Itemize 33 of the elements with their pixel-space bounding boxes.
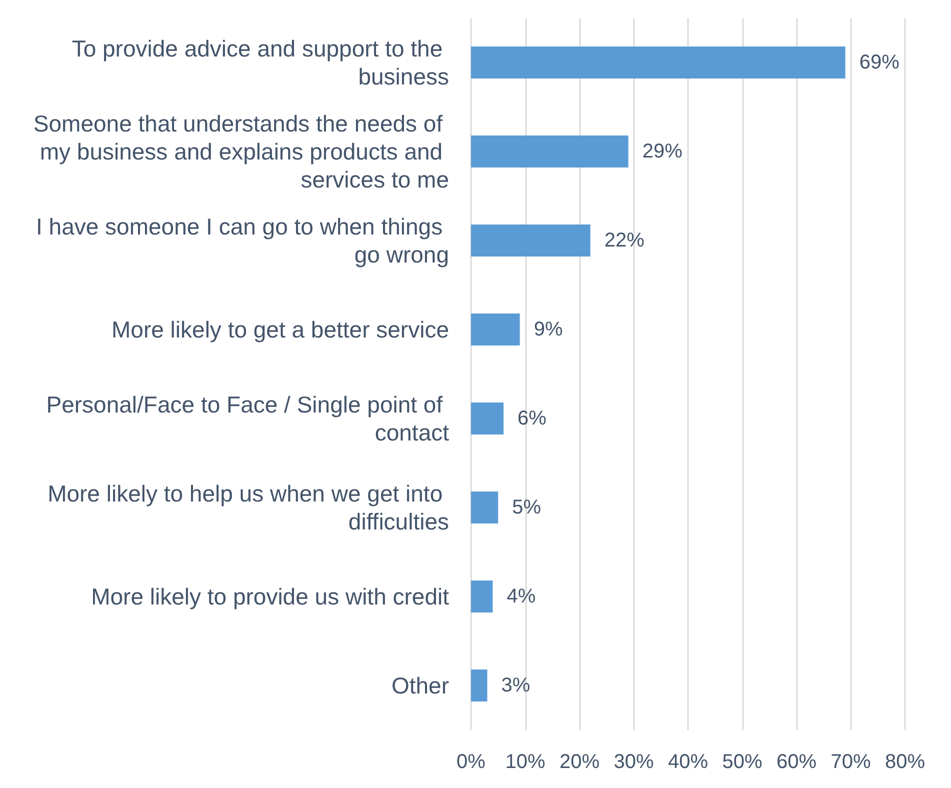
y-tick-label: Someone that understands the needs of my business and explains products and services to me xyxy=(33,110,449,192)
bar xyxy=(471,492,498,524)
bar xyxy=(471,136,628,168)
x-tick-label: 20% xyxy=(559,751,600,773)
bar xyxy=(471,314,520,346)
x-tick-label: 80% xyxy=(884,751,926,773)
data-label: 69% xyxy=(859,52,900,74)
x-tick-label: 40% xyxy=(668,751,708,773)
x-tick-label: 30% xyxy=(614,751,654,773)
x-tick-label: 10% xyxy=(505,751,546,773)
data-label: 6% xyxy=(518,408,547,430)
y-tick-label: More likely to get a better service xyxy=(112,316,449,342)
y-tick-label: More likely to provide us with credit xyxy=(91,584,450,610)
bar xyxy=(471,580,493,612)
x-tick-label: 70% xyxy=(830,751,871,773)
y-tick-label: More likely to help us when we get into difficulties xyxy=(48,480,449,534)
data-label: 4% xyxy=(506,586,536,608)
x-tick-label: 60% xyxy=(776,751,817,773)
data-label: 29% xyxy=(642,140,683,162)
y-tick-label: I have someone I can go to when things go wrong xyxy=(36,214,449,268)
data-label: 3% xyxy=(501,674,530,696)
bar xyxy=(471,402,504,434)
x-tick-label: 50% xyxy=(722,751,762,773)
data-label: 5% xyxy=(512,496,542,518)
bar xyxy=(471,224,590,256)
x-tick-label: 0% xyxy=(456,751,486,773)
data-label: 9% xyxy=(534,318,563,340)
bar xyxy=(471,46,846,78)
y-tick-label: Other xyxy=(391,672,450,698)
y-tick-label: To provide advice and support to the business xyxy=(72,36,449,90)
data-label: 22% xyxy=(604,230,645,252)
bar xyxy=(471,670,488,702)
y-tick-label: Personal/Face to Face / Single point of contact xyxy=(46,392,450,446)
